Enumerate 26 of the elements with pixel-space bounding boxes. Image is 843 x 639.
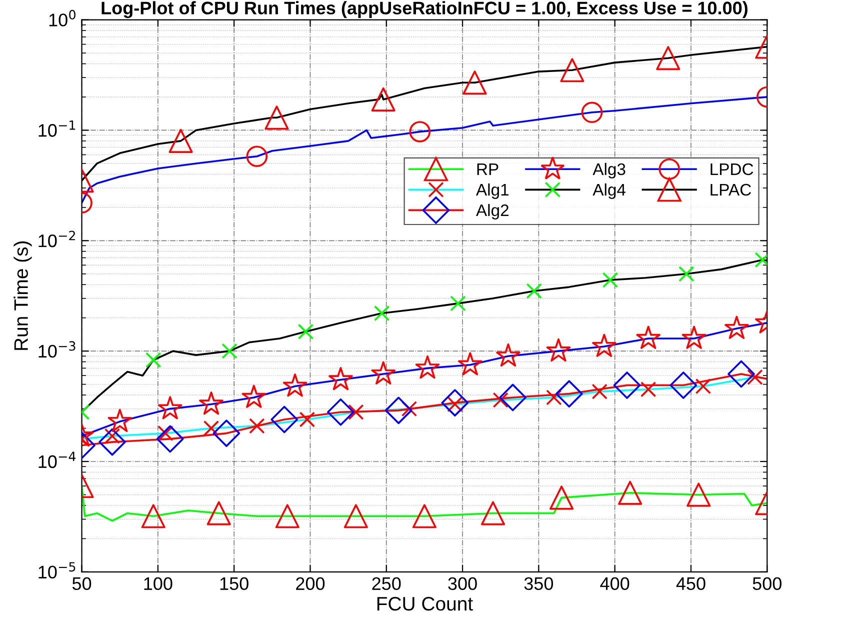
y-tick-label: 10$^{0}$ — [49, 10, 76, 26]
x-tick-label: 100 — [144, 577, 172, 590]
x-tick-label: 350 — [524, 577, 554, 590]
x-tick-label: 450 — [676, 577, 706, 590]
legend-label: Alg4 — [592, 183, 626, 199]
legend-label: Alg3 — [592, 162, 626, 178]
y-tick-label: 10$^{−3}$ — [38, 341, 76, 358]
x-tick-label: 500 — [752, 577, 782, 590]
y-tick-label: 10$^{−4}$ — [38, 452, 76, 468]
chart-title: Log-Plot of CPU Run Times (appUseRatioInFCU = 1.00, Excess Use = 10.00) — [102, 1, 748, 18]
x-tick-label: 150 — [220, 577, 248, 590]
legend-label: LPDC — [710, 163, 754, 176]
x-tick-label: 50 — [72, 577, 92, 590]
y-axis-title: Run Time (s) — [14, 241, 32, 350]
x-tick-label: 250 — [372, 577, 401, 590]
x-tick-label: 200 — [296, 577, 325, 590]
y-tick-label: 10$^{−2}$ — [38, 230, 75, 248]
legend-label: Alg2 — [476, 204, 508, 220]
legend-label: LPAC — [710, 184, 752, 196]
x-axis-title: FCU Count — [377, 596, 473, 611]
y-tick-label: 10$^{−1}$ — [38, 120, 76, 137]
y-tick-label: 10$^{−5}$ — [38, 562, 76, 578]
legend-label: Alg1 — [476, 183, 508, 199]
legend-label: RP — [477, 163, 498, 175]
x-tick-label: 400 — [600, 577, 630, 590]
x-tick-label: 300 — [448, 577, 477, 590]
